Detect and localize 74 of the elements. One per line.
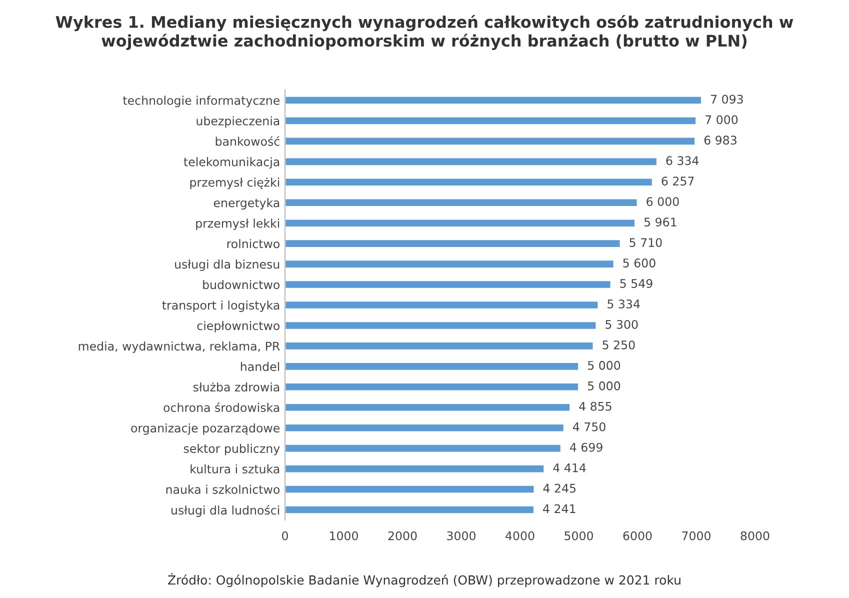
x-tick-label: 8000 bbox=[740, 531, 770, 540]
bar bbox=[285, 136, 696, 146]
y-tick-label: ubezpieczenia bbox=[196, 116, 280, 128]
y-tick-label: kultura i sztuka bbox=[190, 464, 280, 474]
data-label: 4 241 bbox=[543, 504, 576, 514]
y-tick-label: sektor publiczny bbox=[184, 444, 280, 456]
y-tick-label: usługi dla biznesu bbox=[175, 260, 280, 271]
y-tick-label: przemysł ciężki bbox=[190, 178, 280, 190]
bar bbox=[285, 504, 535, 515]
y-tick-label: bankowość bbox=[216, 136, 280, 146]
data-label: 7 000 bbox=[706, 115, 738, 124]
data-label: 6 334 bbox=[666, 156, 699, 166]
bar bbox=[285, 362, 580, 372]
y-tick-label: ochrona środowiska bbox=[164, 402, 280, 412]
x-tick-label: 6000 bbox=[623, 531, 652, 540]
bar bbox=[285, 198, 638, 208]
data-label: 6 000 bbox=[646, 197, 679, 206]
data-label: 5 300 bbox=[606, 320, 638, 329]
data-label: 4 245 bbox=[543, 484, 576, 493]
y-tick-label: służba zdrowia bbox=[193, 382, 280, 392]
x-tick-label: 7000 bbox=[682, 531, 710, 540]
y-tick-label: telekomunikacja bbox=[184, 157, 280, 169]
bar bbox=[285, 156, 658, 166]
y-tick-label: rolnictwo bbox=[227, 239, 280, 248]
data-label: 5 961 bbox=[644, 218, 676, 227]
data-label: 5 549 bbox=[620, 279, 652, 288]
bar bbox=[285, 280, 612, 290]
y-tick-label: technologie informatyczne bbox=[123, 96, 280, 108]
data-label: 5 600 bbox=[623, 258, 656, 268]
data-label: 4 699 bbox=[570, 442, 602, 452]
text: Źródło: Ogólnopolskie Badanie Wynagrodzeń (OBW) przeprowadzone w 2021 roku bbox=[168, 572, 680, 588]
y-tick-label: ciepłownictwo bbox=[197, 320, 280, 332]
bar bbox=[285, 444, 562, 454]
y-tick-label: usługi dla ludności bbox=[172, 505, 280, 517]
data-label: 4 750 bbox=[572, 422, 606, 432]
y-tick-label: handel bbox=[240, 362, 280, 372]
bar bbox=[285, 464, 546, 474]
data-label: 5 334 bbox=[608, 299, 640, 308]
bar bbox=[285, 382, 580, 392]
bar bbox=[285, 238, 622, 248]
bar bbox=[285, 177, 654, 187]
x-tick-label: 1000 bbox=[330, 531, 358, 540]
bar bbox=[285, 320, 598, 330]
data-label: 4 855 bbox=[579, 402, 612, 411]
y-tick-label: energetyka bbox=[214, 198, 280, 210]
y-tick-label: media, wydawnictwa, reklama, PR bbox=[78, 341, 280, 353]
data-label: 5 000 bbox=[588, 381, 620, 390]
y-tick-label: organizacje pozarządowe bbox=[131, 423, 280, 435]
data-label: 6 983 bbox=[704, 136, 736, 145]
bar bbox=[285, 95, 702, 106]
x-tick-label: 4000 bbox=[506, 531, 534, 540]
data-label: 6 257 bbox=[662, 176, 694, 186]
bar bbox=[285, 116, 697, 126]
bar bbox=[285, 259, 615, 269]
chart-title: Wykres 1. Mediany miesięcznych wynagrodzeń całkowitych osób zatrudnionych w województwie zachodniopomorskim w różnych branżach (brutto w PLN) bbox=[56, 14, 794, 50]
y-tick-label: transport i logistyka bbox=[162, 300, 280, 312]
data-label: 5 250 bbox=[602, 340, 635, 350]
y-tick-label: nauka i szkolnictwo bbox=[166, 484, 280, 494]
x-tick-label: 5000 bbox=[564, 531, 593, 540]
bar bbox=[285, 341, 594, 351]
bar bbox=[285, 300, 600, 310]
bar bbox=[285, 484, 536, 494]
data-label: 5 000 bbox=[588, 360, 620, 370]
y-tick-label: przemysł lekki bbox=[196, 218, 280, 230]
bar bbox=[285, 423, 565, 433]
x-tick-label: 2000 bbox=[388, 531, 417, 540]
data-label: 5 710 bbox=[630, 238, 662, 247]
x-tick-label: 3000 bbox=[447, 531, 476, 540]
y-tick-label: budownictwo bbox=[203, 280, 280, 290]
data-label: 7 093 bbox=[711, 94, 743, 104]
x-tick-label: 0 bbox=[282, 531, 288, 540]
data-label: 4 414 bbox=[553, 463, 586, 472]
bar bbox=[285, 218, 636, 228]
bar bbox=[285, 402, 571, 412]
